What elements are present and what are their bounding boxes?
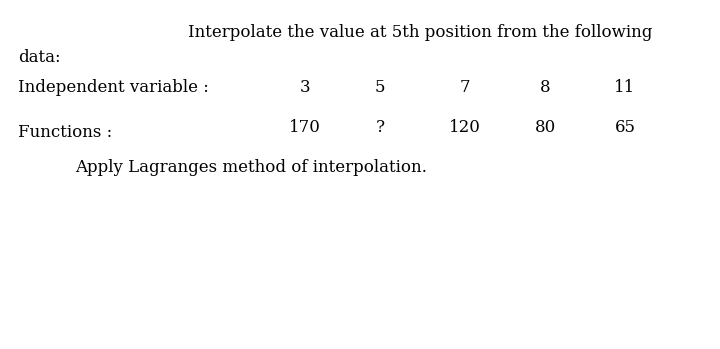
Text: 8: 8: [540, 79, 550, 96]
Text: 5: 5: [374, 79, 385, 96]
Text: Independent variable :: Independent variable :: [18, 79, 209, 96]
Text: 7: 7: [459, 79, 470, 96]
Text: Functions :: Functions :: [18, 124, 112, 141]
Text: 65: 65: [614, 119, 636, 136]
Text: 80: 80: [534, 119, 556, 136]
Text: 3: 3: [300, 79, 310, 96]
Text: 170: 170: [289, 119, 321, 136]
Text: ?: ?: [376, 119, 384, 136]
Text: data:: data:: [18, 49, 60, 66]
Text: Apply Lagranges method of interpolation.: Apply Lagranges method of interpolation.: [75, 159, 427, 176]
Text: 120: 120: [449, 119, 481, 136]
Text: Interpolate the value at 5th position from the following: Interpolate the value at 5th position fr…: [188, 24, 652, 41]
Text: 11: 11: [614, 79, 636, 96]
